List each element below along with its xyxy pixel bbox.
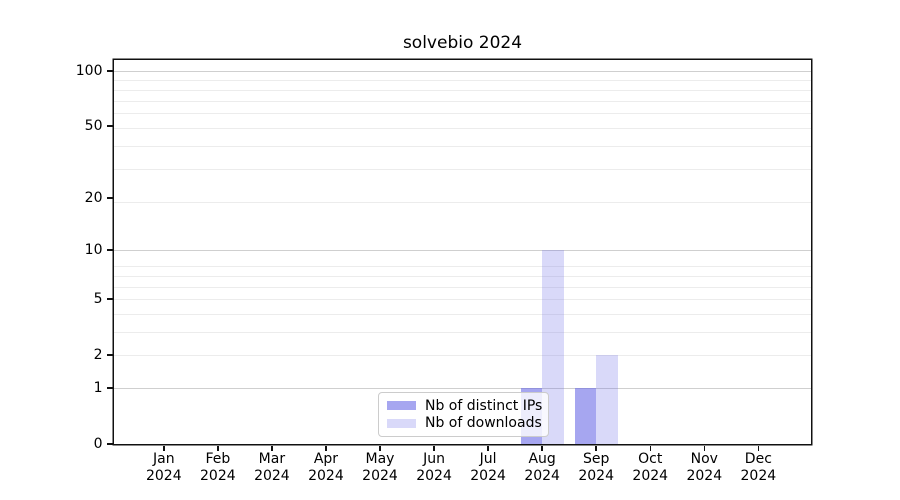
- x-tick-label: Jan 2024: [145, 451, 182, 484]
- x-tick-mark: [649, 445, 651, 451]
- x-tick-mark: [487, 445, 489, 451]
- x-tick-mark: [703, 445, 706, 451]
- x-tick-mark: [217, 445, 219, 451]
- gridline-minor: [114, 286, 811, 288]
- y-tick-mark: [106, 249, 113, 251]
- y-tick-label: 50: [84, 118, 103, 135]
- gridline-minor: [114, 266, 811, 268]
- y-tick-label: 5: [93, 291, 103, 308]
- gridline-minor: [114, 169, 811, 171]
- x-tick-mark: [271, 445, 273, 451]
- gridline-major: [114, 250, 811, 252]
- x-tick-label: Nov 2024: [686, 451, 723, 484]
- legend-label-distinct-ips: Nb of distinct IPs: [425, 397, 543, 414]
- x-tick-label: Jul 2024: [470, 451, 506, 484]
- x-tick-label: Sep 2024: [578, 451, 614, 484]
- gridline-minor: [114, 313, 811, 315]
- chart-title: solvebio 2024: [402, 33, 523, 53]
- gridline-major: [114, 70, 811, 72]
- x-tick-label: May 2024: [362, 451, 398, 484]
- gridline-minor: [114, 201, 811, 203]
- legend-item-downloads: Nb of downloads: [387, 415, 542, 432]
- gridline-minor: [114, 299, 811, 301]
- legend-label-downloads: Nb of downloads: [425, 415, 542, 432]
- x-tick-mark: [595, 445, 597, 451]
- legend-swatch-downloads: [387, 418, 416, 428]
- x-tick-mark: [541, 445, 543, 451]
- bar: [596, 355, 618, 444]
- plot-area: [114, 60, 811, 444]
- y-tick-label: 100: [75, 62, 103, 79]
- x-tick-mark: [433, 445, 435, 451]
- y-tick-mark: [106, 387, 113, 389]
- legend: Nb of distinct IPs Nb of downloads: [378, 392, 549, 437]
- gridline-minor: [114, 127, 811, 129]
- y-tick-mark: [106, 443, 113, 445]
- x-tick-label: Oct 2024: [632, 451, 669, 484]
- gridline-major: [114, 387, 811, 389]
- y-tick-label: 1: [93, 379, 103, 396]
- y-tick-label: 20: [84, 189, 103, 206]
- gridline-minor: [114, 113, 811, 115]
- x-tick-label: Apr 2024: [308, 451, 344, 484]
- y-tick-mark: [106, 197, 113, 199]
- x-tick-label: Mar 2024: [254, 451, 290, 484]
- legend-swatch-distinct-ips: [387, 401, 416, 411]
- gridline-minor: [114, 89, 811, 91]
- gridline-minor: [114, 355, 811, 357]
- y-tick-mark: [106, 354, 113, 356]
- gridline-minor: [114, 100, 811, 102]
- gridline-minor: [114, 80, 811, 82]
- x-tick-label: Jun 2024: [416, 451, 452, 484]
- x-tick-label: Dec 2024: [740, 451, 777, 484]
- y-tick-label: 10: [84, 242, 103, 259]
- y-tick-mark: [106, 70, 113, 72]
- x-tick-label: Feb 2024: [200, 451, 236, 484]
- gridline-minor: [114, 145, 811, 147]
- y-tick-label: 2: [93, 347, 103, 364]
- y-tick-mark: [106, 125, 113, 127]
- x-tick-mark: [163, 445, 165, 451]
- legend-item-distinct-ips: Nb of distinct IPs: [387, 397, 543, 414]
- y-tick-label: 0: [93, 436, 103, 452]
- x-tick-mark: [757, 445, 760, 451]
- gridline-minor: [114, 331, 811, 333]
- x-tick-mark: [379, 445, 381, 451]
- gridline-minor: [114, 275, 811, 277]
- bar: [574, 387, 597, 444]
- x-tick-label: Aug 2024: [524, 451, 560, 484]
- x-tick-mark: [325, 445, 327, 451]
- y-tick-mark: [106, 298, 113, 300]
